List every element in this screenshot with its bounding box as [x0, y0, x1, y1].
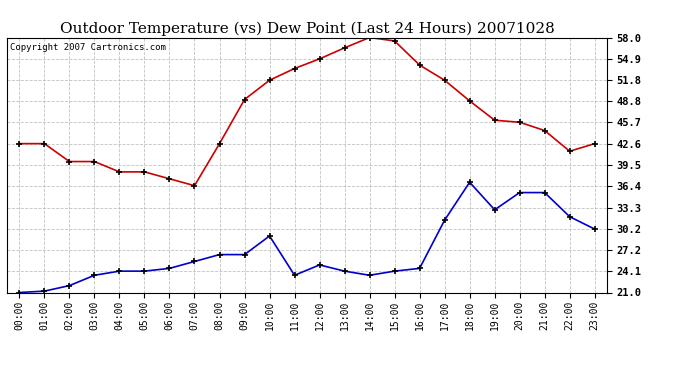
Text: Copyright 2007 Cartronics.com: Copyright 2007 Cartronics.com [10, 43, 166, 52]
Title: Outdoor Temperature (vs) Dew Point (Last 24 Hours) 20071028: Outdoor Temperature (vs) Dew Point (Last… [59, 22, 555, 36]
